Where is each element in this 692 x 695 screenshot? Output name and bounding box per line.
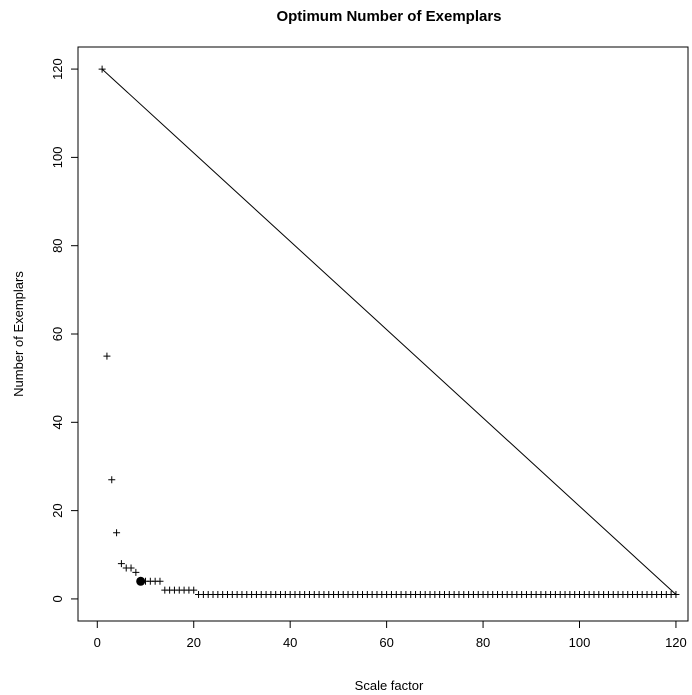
x-tick-label: 20 bbox=[186, 635, 200, 650]
y-tick-label: 20 bbox=[50, 503, 65, 517]
y-tick-label: 40 bbox=[50, 415, 65, 429]
series-points-group bbox=[98, 65, 680, 599]
y-tick-label: 60 bbox=[50, 327, 65, 341]
y-axis-label: Number of Exemplars bbox=[11, 271, 26, 397]
chart-title: Optimum Number of Exemplars bbox=[276, 8, 501, 25]
data-point bbox=[117, 560, 125, 568]
data-point bbox=[190, 586, 198, 594]
data-point bbox=[103, 352, 111, 360]
x-axis: 0 20 40 60 80 100 120 bbox=[94, 621, 687, 650]
x-axis-label: Scale factor bbox=[355, 678, 424, 693]
x-tick-label: 60 bbox=[379, 635, 393, 650]
optimum-point bbox=[136, 576, 146, 586]
highlight-group bbox=[136, 576, 146, 586]
y-tick-label: 0 bbox=[50, 595, 65, 602]
data-point bbox=[113, 529, 121, 537]
x-tick-label: 100 bbox=[569, 635, 591, 650]
x-tick-label: 0 bbox=[94, 635, 101, 650]
data-point bbox=[98, 65, 106, 73]
data-point bbox=[672, 591, 680, 599]
x-tick-label: 80 bbox=[476, 635, 490, 650]
x-tick-label: 120 bbox=[665, 635, 687, 650]
data-point bbox=[127, 564, 135, 572]
series-line-group bbox=[101, 68, 677, 595]
y-axis: 0 20 40 60 80 100 120 bbox=[50, 58, 78, 603]
y-tick-label: 120 bbox=[50, 58, 65, 80]
data-point bbox=[156, 577, 164, 585]
plot-frame bbox=[77, 46, 689, 622]
y-tick-label: 80 bbox=[50, 238, 65, 252]
series-line bbox=[101, 68, 677, 595]
y-tick-label: 100 bbox=[50, 147, 65, 169]
x-tick-label: 40 bbox=[283, 635, 297, 650]
data-point bbox=[108, 476, 116, 484]
data-point bbox=[132, 568, 140, 576]
